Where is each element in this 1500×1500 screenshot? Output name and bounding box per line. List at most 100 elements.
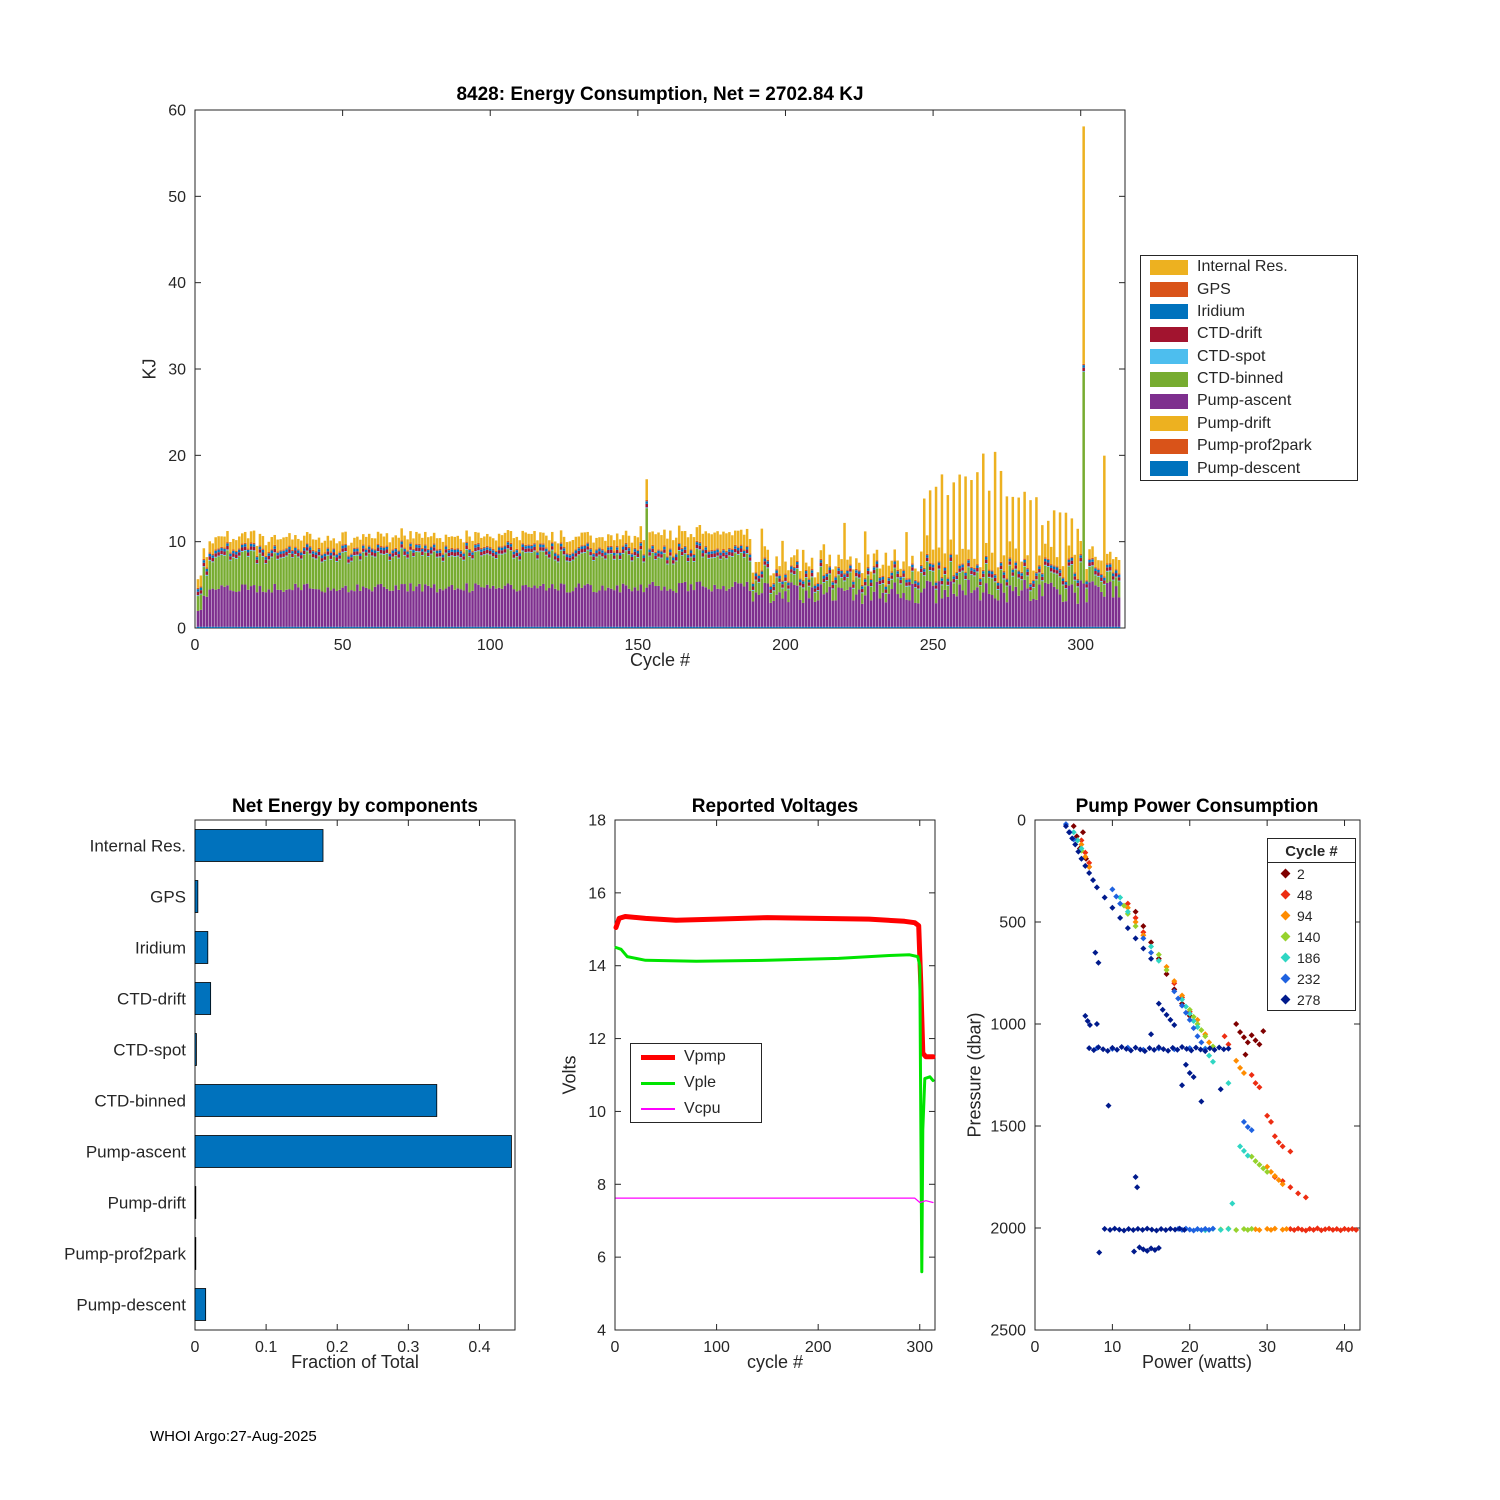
Vpmp-line-sample (641, 1054, 675, 1060)
gps-swatch (1150, 282, 1188, 298)
svg-text:60: 60 (168, 103, 186, 120)
pump-legend-item-140: 140 (1268, 926, 1355, 947)
series-Vpmp (613, 914, 936, 1060)
svg-text:CTD-binned: CTD-binned (94, 1092, 186, 1111)
legend-label: CTD-spot (1197, 347, 1266, 365)
legend-label: 186 (1297, 949, 1321, 966)
net_energy-axes-box (194, 819, 516, 1331)
svg-text:0.4: 0.4 (468, 1339, 490, 1356)
voltages-ylabel: Volts (559, 1055, 580, 1095)
pump-legend-item-186: 186 (1268, 947, 1355, 968)
pump_descent-swatch (1150, 461, 1188, 477)
legend-label: 140 (1297, 928, 1321, 945)
svg-text:CTD-spot: CTD-spot (113, 1041, 186, 1060)
ctd_spot-swatch (1150, 349, 1188, 365)
net-energy-bars: 0 0.1 0.2 0.3 0.4 Internal Res. GPS Iridium CTD-… (64, 819, 516, 1356)
legend-label: Vcpu (684, 1100, 721, 1117)
svg-text:300: 300 (906, 1339, 933, 1356)
svg-text:30: 30 (1258, 1339, 1276, 1356)
svg-text:GPS: GPS (150, 888, 186, 907)
legend-label: Vpmp (684, 1048, 726, 1065)
energy-legend-item-pump_drift: Pump-drift (1141, 413, 1357, 435)
cycle-278-marker (1280, 994, 1291, 1005)
svg-text:10: 10 (168, 534, 186, 551)
svg-text:150: 150 (625, 637, 652, 654)
legend-label: Pump-drift (1197, 414, 1271, 432)
svg-text:16: 16 (588, 885, 606, 902)
svg-text:14: 14 (588, 958, 606, 975)
svg-text:18: 18 (588, 813, 606, 830)
energy-legend-item-ctd_binned: CTD-binned (1141, 368, 1357, 390)
energy-ylabel: KJ (139, 358, 160, 380)
pump-legend-item-232: 232 (1268, 968, 1355, 989)
scatter-series-232 (1062, 821, 1255, 1234)
voltage-legend-item-Vcpu: Vcpu (631, 1096, 761, 1122)
svg-text:0: 0 (177, 621, 186, 638)
pump-power-legend: Cycle # 2 48 94 140 186 232 278 (1267, 838, 1356, 1011)
cycle-186-marker (1280, 952, 1291, 963)
energy-legend-item-internal_res: Internal Res. (1141, 256, 1357, 278)
energy-legend-item-gps: GPS (1141, 278, 1357, 300)
svg-text:200: 200 (805, 1339, 832, 1356)
pump_power-axes-box (1034, 819, 1361, 1331)
voltage-legend-item-Vple: Vple (631, 1070, 761, 1096)
legend-label: 2 (1297, 865, 1305, 882)
energy-bars: 0 50 100 150 200 250 300 0 10 20 30 40 50 60 (168, 103, 1126, 654)
svg-text:40: 40 (168, 275, 186, 292)
pump-legend-item-48: 48 (1268, 884, 1355, 905)
legend-label: 48 (1297, 886, 1313, 903)
legend-label: GPS (1197, 280, 1231, 298)
svg-text:10: 10 (588, 1104, 606, 1121)
svg-text:300: 300 (1067, 637, 1094, 654)
energy-legend: Internal Res. GPS Iridium CTD-drift CTD-spot… (1140, 255, 1358, 481)
pump-legend-item-2: 2 (1268, 863, 1355, 884)
pump-power-legend-title: Cycle # (1268, 839, 1355, 863)
svg-text:6: 6 (597, 1250, 606, 1267)
svg-text:0: 0 (1031, 1339, 1040, 1356)
cycle-232-marker (1280, 973, 1291, 984)
svg-text:2500: 2500 (990, 1323, 1026, 1340)
svg-text:20: 20 (168, 448, 186, 465)
series-Vple (614, 946, 935, 1274)
svg-text:10: 10 (1103, 1339, 1121, 1356)
voltages-xlabel: cycle # (746, 1352, 804, 1372)
svg-text:0: 0 (191, 1339, 200, 1356)
svg-text:30: 30 (168, 362, 186, 379)
net-energy-title: Net Energy by components (232, 796, 478, 817)
svg-text:Pump-ascent: Pump-ascent (86, 1143, 186, 1162)
ctd_drift-swatch (1150, 326, 1188, 342)
svg-text:250: 250 (920, 637, 947, 654)
energy-legend-item-iridium: Iridium (1141, 301, 1357, 323)
svg-text:20: 20 (1181, 1339, 1199, 1356)
voltages-title: Reported Voltages (691, 796, 859, 817)
svg-text:8: 8 (597, 1177, 606, 1194)
legend-label: Pump-prof2park (1197, 437, 1312, 455)
cycle-140-marker (1280, 931, 1291, 942)
scatter-series-94 (1078, 841, 1290, 1234)
svg-text:Iridium: Iridium (135, 939, 186, 958)
svg-text:100: 100 (477, 637, 504, 654)
energy-legend-item-ctd_spot: CTD-spot (1141, 346, 1357, 368)
svg-text:1500: 1500 (990, 1119, 1026, 1136)
ctd_binned-swatch (1150, 371, 1188, 387)
iridium-swatch (1150, 304, 1188, 320)
pump-power-xlabel: Power (watts) (1141, 1352, 1253, 1372)
legend-label: Internal Res. (1197, 258, 1288, 276)
legend-label: Pump-descent (1197, 459, 1301, 477)
cycle-48-marker (1280, 889, 1291, 900)
legend-label: Pump-ascent (1197, 392, 1292, 410)
svg-text:500: 500 (999, 915, 1026, 932)
voltage-legend-item-Vpmp: Vpmp (631, 1044, 761, 1070)
voltages-axes-box (614, 819, 936, 1331)
svg-text:200: 200 (772, 637, 799, 654)
legend-label: 278 (1297, 991, 1321, 1008)
energy-legend-item-pump_prof2park: Pump-prof2park (1141, 435, 1357, 457)
legend-label: 94 (1297, 907, 1313, 924)
pump_drift-swatch (1150, 416, 1188, 432)
scatter-series-2 (1070, 823, 1267, 1058)
svg-text:Pump-prof2park: Pump-prof2park (64, 1245, 186, 1264)
svg-text:0: 0 (611, 1339, 620, 1356)
svg-text:0.3: 0.3 (397, 1339, 419, 1356)
